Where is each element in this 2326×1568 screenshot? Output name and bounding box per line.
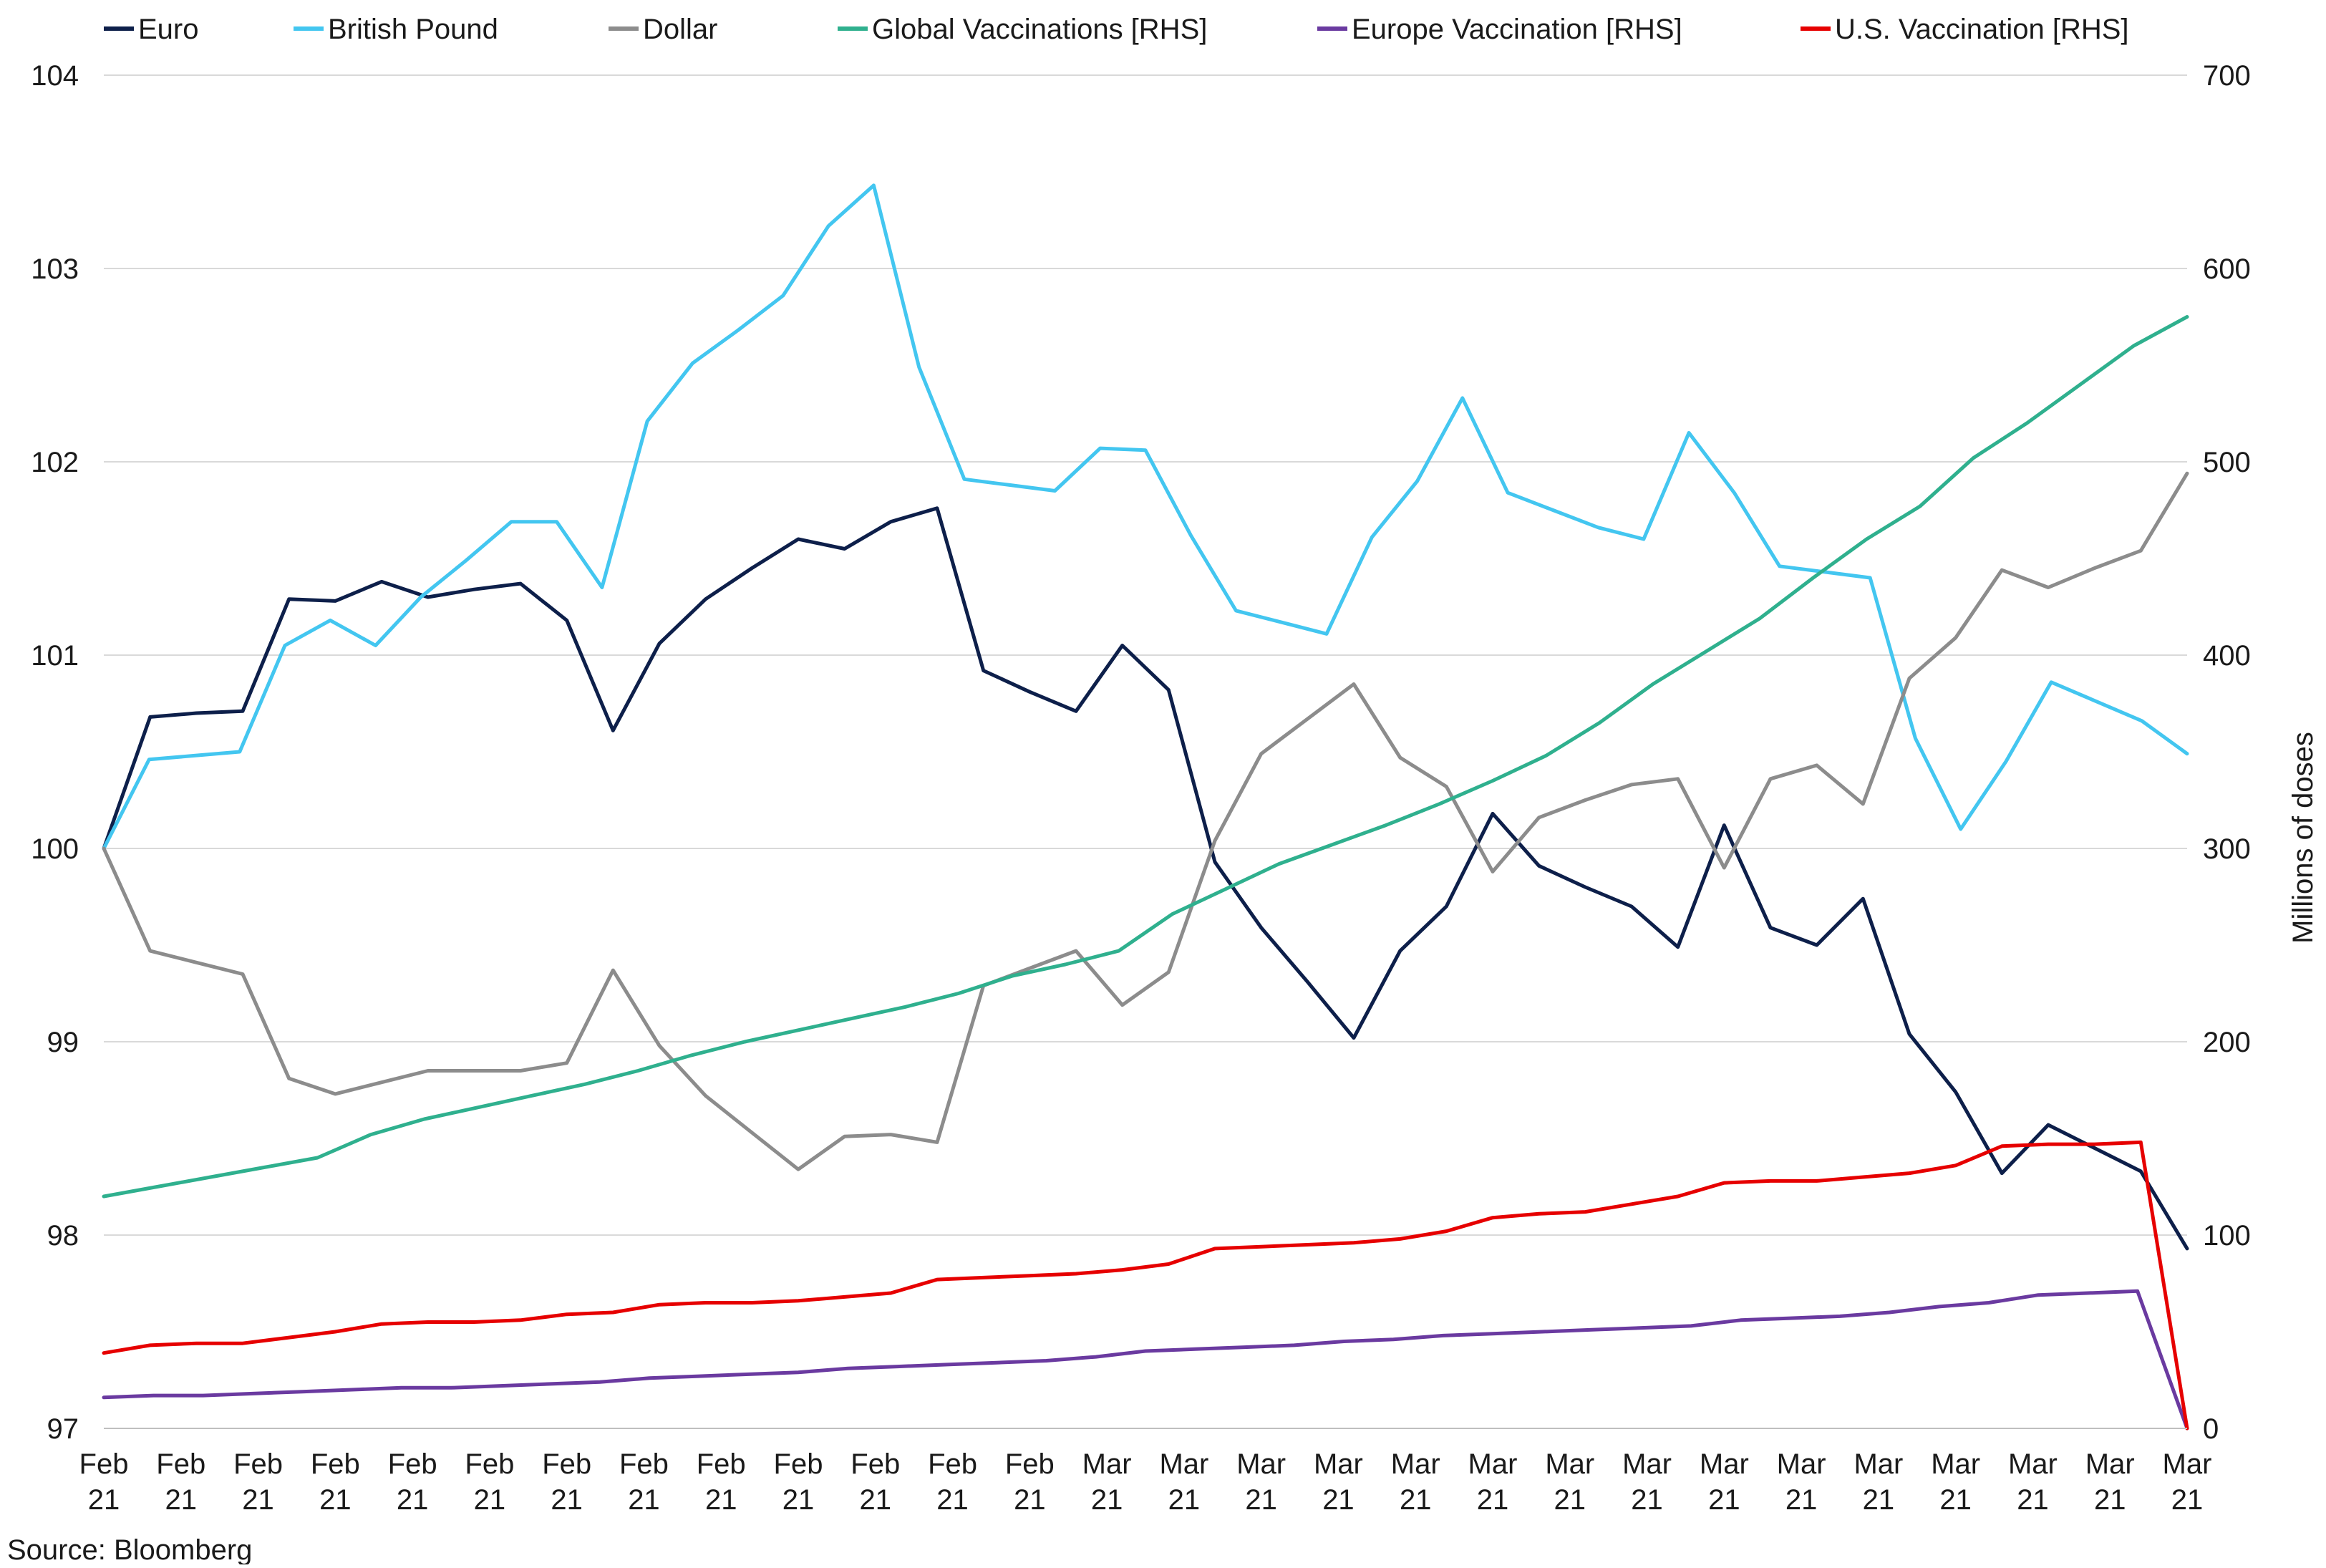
series-lines bbox=[102, 183, 2189, 1431]
x-tick-label: 21 bbox=[860, 1484, 892, 1516]
x-tick-label: Feb bbox=[619, 1448, 669, 1480]
x-tick-label: Feb bbox=[928, 1448, 977, 1480]
series-line-british-pound bbox=[102, 183, 2189, 851]
left-tick-label: 97 bbox=[47, 1413, 79, 1445]
legend-label-europe-vaccination-rhs: Europe Vaccination [RHS] bbox=[1352, 14, 1682, 45]
right-tick-label: 500 bbox=[2203, 447, 2251, 478]
x-tick-label: 21 bbox=[1708, 1484, 1740, 1516]
legend-label-dollar: Dollar bbox=[643, 14, 717, 45]
left-tick-label: 102 bbox=[31, 447, 79, 478]
series-line-dollar bbox=[102, 471, 2189, 1171]
x-tick-label: Feb bbox=[156, 1448, 205, 1480]
legend-label-euro: Euro bbox=[138, 14, 199, 45]
series-line-europe-vaccination-rhs bbox=[102, 1289, 2189, 1431]
x-tick-label: Feb bbox=[388, 1448, 437, 1480]
right-tick-label: 300 bbox=[2203, 833, 2251, 865]
x-tick-label: 21 bbox=[1939, 1484, 1972, 1516]
x-tick-label: Mar bbox=[1082, 1448, 1132, 1480]
legend-label-u-s-vaccination-rhs: U.S. Vaccination [RHS] bbox=[1835, 14, 2129, 45]
x-tick-label: Mar bbox=[1700, 1448, 1749, 1480]
x-tick-label: Mar bbox=[2008, 1448, 2058, 1480]
x-tick-label: 21 bbox=[1477, 1484, 1509, 1516]
x-tick-label: 21 bbox=[88, 1484, 120, 1516]
x-tick-label: 21 bbox=[242, 1484, 274, 1516]
x-tick-label: Feb bbox=[79, 1448, 129, 1480]
source-note: Source: Bloomberg bbox=[7, 1534, 252, 1564]
x-tick-label: Feb bbox=[1005, 1448, 1055, 1480]
x-tick-label: Mar bbox=[1777, 1448, 1826, 1480]
x-tick-label: 21 bbox=[397, 1484, 429, 1516]
x-tick-label: 21 bbox=[1785, 1484, 1818, 1516]
x-tick-label: Mar bbox=[1931, 1448, 1980, 1480]
right-tick-label: 600 bbox=[2203, 253, 2251, 285]
legend: Euro British Pound Dollar Global Vaccinatio… bbox=[104, 14, 2129, 45]
axes: 97 98 99 100 101 102 103 104 0 100 200 300 400 500 600… bbox=[31, 60, 2251, 1516]
left-tick-label: 98 bbox=[47, 1220, 79, 1252]
x-tick-label: Feb bbox=[697, 1448, 746, 1480]
right-tick-label: 200 bbox=[2203, 1027, 2251, 1058]
x-tick-label: 21 bbox=[1400, 1484, 1432, 1516]
x-tick-label: Mar bbox=[1622, 1448, 1672, 1480]
x-tick-label: Mar bbox=[1159, 1448, 1208, 1480]
x-tick-label: 21 bbox=[1631, 1484, 1663, 1516]
x-tick-label: 21 bbox=[1245, 1484, 1277, 1516]
x-tick-label: Feb bbox=[233, 1448, 283, 1480]
x-tick-label: 21 bbox=[1091, 1484, 1123, 1516]
x-tick-label: 21 bbox=[319, 1484, 352, 1516]
x-tick-label: Mar bbox=[1236, 1448, 1286, 1480]
x-tick-label: Mar bbox=[2163, 1448, 2212, 1480]
x-tick-label: 21 bbox=[1863, 1484, 1895, 1516]
x-tick-label: Mar bbox=[1468, 1448, 1518, 1480]
legend-label-british-pound: British Pound bbox=[328, 14, 498, 45]
x-tick-label: Mar bbox=[1545, 1448, 1594, 1480]
x-tick-label: 21 bbox=[936, 1484, 969, 1516]
series-line-u-s-vaccination-rhs bbox=[102, 1140, 2189, 1431]
x-tick-label: 21 bbox=[2017, 1484, 2049, 1516]
x-tick-label: 21 bbox=[628, 1484, 660, 1516]
x-tick-label: 21 bbox=[705, 1484, 737, 1516]
right-tick-label: 100 bbox=[2203, 1220, 2251, 1252]
legend-label-global-vaccinations-rhs: Global Vaccinations [RHS] bbox=[872, 14, 1207, 45]
x-tick-label: Mar bbox=[1314, 1448, 1363, 1480]
x-tick-label: 21 bbox=[2171, 1484, 2204, 1516]
gridlines bbox=[104, 74, 2187, 1429]
x-tick-label: 21 bbox=[1322, 1484, 1355, 1516]
left-tick-label: 100 bbox=[31, 833, 79, 865]
x-tick-label: Feb bbox=[465, 1448, 514, 1480]
x-tick-label: 21 bbox=[474, 1484, 506, 1516]
x-tick-label: 21 bbox=[1168, 1484, 1201, 1516]
series-line-global-vaccinations-rhs bbox=[102, 315, 2189, 1199]
x-tick-label: 21 bbox=[2094, 1484, 2126, 1516]
x-tick-label: 21 bbox=[1014, 1484, 1046, 1516]
x-tick-label: Mar bbox=[2085, 1448, 2135, 1480]
x-tick-label: Mar bbox=[1853, 1448, 1903, 1480]
x-tick-label: Feb bbox=[851, 1448, 900, 1480]
x-tick-label: Feb bbox=[774, 1448, 823, 1480]
left-tick-label: 104 bbox=[31, 60, 79, 92]
left-tick-label: 101 bbox=[31, 640, 79, 672]
x-tick-label: 21 bbox=[165, 1484, 198, 1516]
right-tick-label: 400 bbox=[2203, 640, 2251, 672]
right-tick-label: 0 bbox=[2203, 1413, 2219, 1445]
left-tick-label: 99 bbox=[47, 1027, 79, 1058]
right-axis-title: Millions of doses bbox=[2287, 732, 2319, 944]
left-tick-label: 103 bbox=[31, 253, 79, 285]
x-tick-label: 21 bbox=[782, 1484, 815, 1516]
x-tick-label: Feb bbox=[311, 1448, 360, 1480]
series-line-euro bbox=[102, 506, 2189, 1251]
x-tick-label: Feb bbox=[542, 1448, 591, 1480]
x-tick-label: 21 bbox=[551, 1484, 583, 1516]
x-tick-label: Mar bbox=[1391, 1448, 1440, 1480]
x-tick-label: 21 bbox=[1554, 1484, 1586, 1516]
right-tick-label: 700 bbox=[2203, 60, 2251, 92]
